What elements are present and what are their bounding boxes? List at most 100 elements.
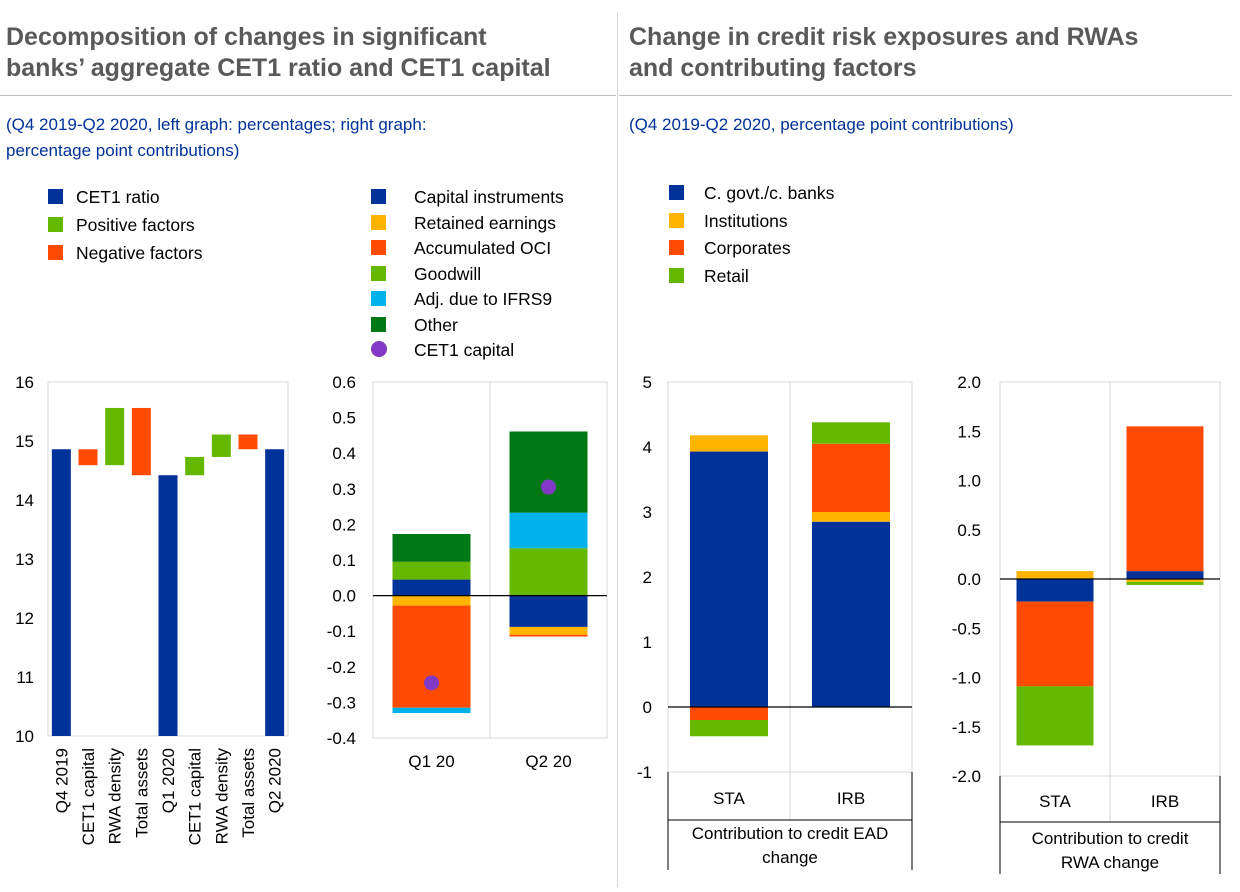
- x-axis-title: Contribution to credit EAD: [692, 824, 889, 843]
- x-tick-label: Q4 2019: [52, 748, 71, 813]
- bar-segment-retail: [690, 720, 768, 737]
- x-tick-label: Total assets: [132, 748, 151, 838]
- y-tick-label: 0.0: [957, 570, 981, 589]
- legend-swatch: [371, 316, 386, 332]
- right-title-line-1: Change in credit risk exposures and RWAs: [629, 23, 1139, 51]
- bar-segment-institutions: [1016, 571, 1094, 579]
- legend-swatch: [48, 245, 63, 260]
- x-tick-label: Q1 20: [408, 752, 454, 771]
- bar-segment-accumulated-oci: [392, 605, 471, 708]
- panel-separator: [617, 12, 618, 887]
- x-axis-title: Contribution to credit: [1032, 829, 1189, 848]
- bar-cet1-ratio: [51, 449, 71, 736]
- x-tick-label: RWA density: [106, 748, 125, 845]
- y-tick-label: -1.0: [952, 669, 981, 688]
- legend-swatch: [371, 265, 386, 281]
- legend-swatch: [371, 189, 386, 204]
- right-subtitle: (Q4 2019-Q2 2020, percentage point contr…: [629, 112, 1014, 138]
- bar-cet1-ratio: [158, 475, 178, 736]
- left-subtitle-line-2: percentage point contributions): [6, 141, 240, 160]
- right-panel-title: Change in credit risk exposures and RWAs…: [629, 22, 1138, 84]
- x-tick-label: Q2 2020: [266, 748, 285, 813]
- x-tick-label: STA: [1039, 792, 1071, 811]
- x-tick-label: RWA density: [212, 748, 231, 845]
- y-tick-label: -0.4: [327, 729, 356, 748]
- y-tick-label: -0.3: [327, 693, 356, 712]
- y-tick-label: 0.3: [332, 480, 356, 499]
- legend-label: Institutions: [704, 210, 788, 231]
- bar-negative-factors: [238, 434, 258, 450]
- bar-segment-institutions: [812, 512, 890, 522]
- bar-segment-c-govt-c-banks: [690, 451, 768, 707]
- bar-segment-corporates: [1016, 601, 1094, 687]
- bar-segment-goodwill: [509, 548, 588, 596]
- marker-cet1-capital: [541, 479, 556, 495]
- legend-label: Positive factors: [76, 215, 195, 235]
- bar-segment-c-govt-c-banks: [1126, 571, 1204, 579]
- x-tick-label: Q2 20: [525, 752, 571, 771]
- x-tick-label: STA: [713, 789, 745, 808]
- bar-segment-corporates: [1126, 426, 1204, 572]
- bar-segment-c-govt-c-banks: [1016, 579, 1094, 602]
- bar-segment-retail: [812, 422, 890, 444]
- x-tick-label: Q1 2020: [159, 748, 178, 813]
- bar-segment-adj-due-to-ifrs9: [392, 707, 471, 714]
- legend-label: Negative factors: [76, 243, 203, 263]
- x-tick-label: Total assets: [239, 748, 258, 838]
- x-tick-label: IRB: [1151, 792, 1179, 811]
- bar-positive-factors: [185, 456, 205, 476]
- bar-segment-adj-due-to-ifrs9: [509, 512, 588, 549]
- bar-segment-institutions: [690, 435, 768, 452]
- right-title-divider: [619, 95, 1232, 96]
- y-tick-label: 10: [15, 727, 34, 746]
- y-tick-label: -0.1: [327, 622, 356, 641]
- bar-negative-factors: [78, 449, 98, 466]
- y-tick-label: 2: [643, 568, 652, 587]
- x-tick-label: IRB: [837, 789, 865, 808]
- y-tick-label: 0.6: [332, 373, 356, 392]
- left-title-line-1: Decomposition of changes in significant: [6, 23, 487, 51]
- legend-label: Other: [414, 314, 458, 335]
- bar-segment-corporates: [812, 443, 890, 512]
- y-tick-label: 4: [643, 438, 652, 457]
- bar-segment-other: [509, 431, 588, 513]
- bar-segment-retail: [1126, 581, 1204, 585]
- y-tick-label: 13: [15, 550, 34, 569]
- y-tick-label: 0.0: [332, 587, 356, 606]
- bar-segment-c-govt-c-banks: [812, 521, 890, 707]
- bar-positive-factors: [105, 407, 125, 466]
- left-subtitle: (Q4 2019-Q2 2020, left graph: percentage…: [6, 112, 427, 164]
- y-tick-label: 1: [643, 633, 652, 652]
- y-tick-label: -0.5: [952, 619, 981, 638]
- legend-swatch: [48, 189, 63, 204]
- y-tick-label: 3: [643, 503, 652, 522]
- bar-segment-other: [392, 534, 471, 562]
- legend-label: Retail: [704, 265, 749, 286]
- y-tick-label: 0.5: [332, 409, 356, 428]
- x-tick-label: CET1 capital: [79, 748, 98, 845]
- y-tick-label: 1.5: [957, 422, 981, 441]
- bar-segment-capital-instruments: [509, 595, 588, 627]
- legend-label: Capital instruments: [414, 187, 564, 207]
- y-tick-label: 15: [15, 432, 34, 451]
- y-tick-label: 0.4: [332, 444, 356, 463]
- legend-label: Goodwill: [414, 263, 482, 284]
- y-tick-label: 0.1: [332, 551, 356, 570]
- bar-segment-institutions: [1126, 579, 1204, 582]
- bar-negative-factors: [131, 407, 151, 476]
- left-panel-title: Decomposition of changes in significant …: [6, 22, 551, 84]
- x-tick-label: CET1 capital: [186, 748, 205, 845]
- bar-segment-corporates: [690, 707, 768, 720]
- legend-label: Corporates: [704, 238, 791, 258]
- legend-label: Accumulated OCI: [414, 238, 552, 258]
- y-tick-label: 0.5: [957, 521, 981, 540]
- y-tick-label: 5: [643, 373, 652, 392]
- x-axis-title: RWA change: [1061, 853, 1159, 872]
- x-axis-title: change: [762, 848, 818, 867]
- legend-swatch: [669, 240, 684, 255]
- y-tick-label: -1: [637, 763, 652, 782]
